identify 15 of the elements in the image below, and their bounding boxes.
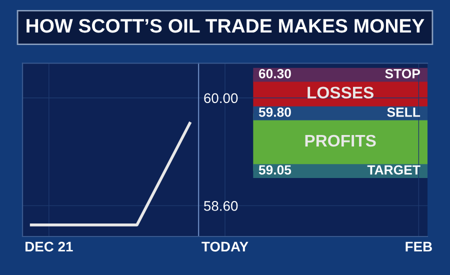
annotation: 59.05	[258, 165, 292, 175]
ref-line-label: TARGET	[367, 165, 420, 175]
annotation: 60.30	[258, 69, 291, 78]
ref-line-label: SELL	[387, 108, 420, 117]
ref-line-label: STOP	[385, 69, 420, 78]
y-tick-label: 60.00	[204, 93, 238, 104]
x-tick-label: DEC 21	[26, 242, 73, 252]
x-tick-label: FEB	[406, 242, 432, 252]
annotation: 59.80	[258, 108, 291, 117]
chart-title: HOW SCOTT’S OIL TRADE MAKES MONEY	[26, 18, 424, 33]
line-series	[30, 122, 192, 226]
y-tick-label: 58.60	[204, 201, 238, 211]
band-label: PROFITS	[305, 134, 376, 147]
x-tick-label: TODAY	[202, 242, 248, 252]
band-label: LOSSES	[308, 86, 374, 99]
